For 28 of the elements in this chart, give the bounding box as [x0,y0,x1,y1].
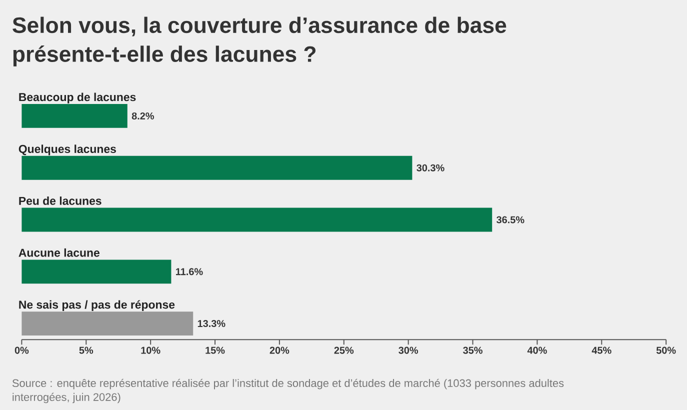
y-tick-label: Ne sais pas / pas de réponse [19,300,175,311]
bar [22,104,128,128]
x-tick-label: 45% [592,346,612,354]
x-tick-label: 50% [656,346,676,354]
x-tick-label: 25% [334,346,354,354]
x-tick-label: 15% [206,346,225,354]
data-label: 30.3% [416,164,444,172]
y-tick-label: Peu de lacunes [19,196,102,205]
data-label: 36.5% [496,216,524,224]
data-label: 8.2% [132,112,154,120]
x-tick-label: 0% [14,346,29,354]
chart-title: Selon vous, la couverture d’assurance de base présente-t-elle des lacunes ? [12,16,506,66]
y-tick-label: Beaucoup de lacunes [19,92,136,104]
x-tick-label: 40% [527,346,547,354]
x-tick-label: 35% [463,346,482,354]
x-tick-label: 20% [270,346,290,354]
data-label: 13.3% [198,320,226,327]
x-tick-label: 10% [141,346,160,354]
x-tick-label: 30% [398,346,418,354]
y-tick-label: Quelques lacunes [18,144,116,156]
y-tick-label: Aucune lacune [18,248,100,257]
x-tick-label: 5% [79,346,94,354]
bar [22,156,412,180]
bar [22,208,492,232]
bar [22,311,194,336]
source-note: Source : enquête représentative réalisée par l’institut de sondage et d’études de marché (1033 personnes adultes interrogées, juin 2026) [12,378,564,403]
bar [22,260,172,284]
data-label: 11.6% [176,268,203,276]
